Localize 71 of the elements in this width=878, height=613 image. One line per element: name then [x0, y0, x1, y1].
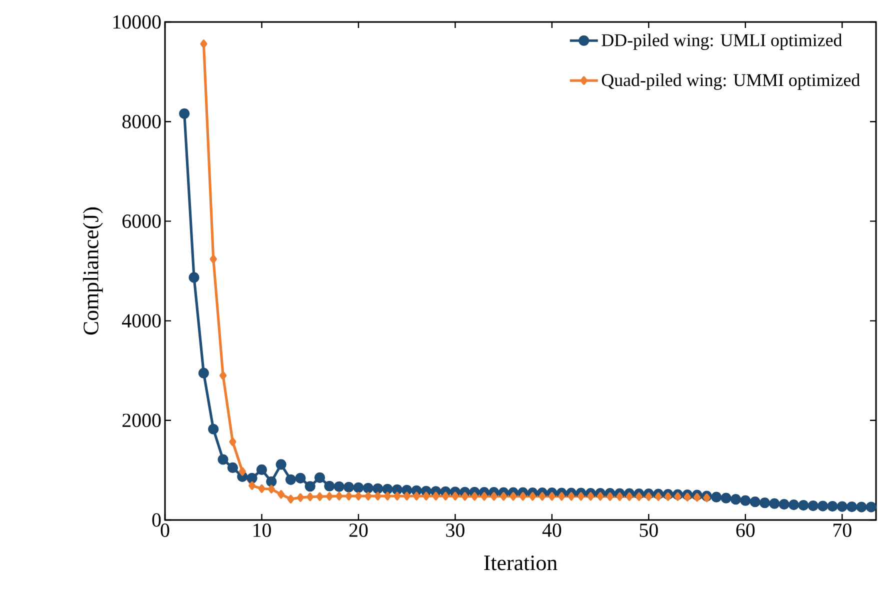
point — [471, 492, 478, 501]
point — [432, 492, 440, 500]
y-tick-label: 4000 — [122, 314, 161, 328]
x-tick-label: 60 — [736, 524, 755, 537]
point — [596, 492, 604, 501]
point — [403, 492, 410, 500]
x-tick-label: 30 — [446, 524, 464, 537]
point — [645, 492, 652, 501]
point — [412, 492, 420, 500]
point — [394, 492, 401, 500]
legend-label: Quad-piled wing: UMMI optimized — [602, 74, 860, 90]
point — [587, 492, 594, 501]
point — [287, 494, 294, 504]
point — [219, 371, 227, 380]
point — [461, 492, 468, 501]
point — [268, 484, 275, 494]
point — [548, 492, 556, 501]
point — [210, 254, 217, 264]
point — [674, 492, 682, 501]
point — [654, 492, 662, 501]
point — [248, 481, 256, 490]
point — [519, 492, 526, 501]
point — [490, 492, 498, 501]
y-tick-label: 10000 — [113, 15, 161, 29]
point — [345, 492, 352, 500]
point — [316, 492, 324, 501]
point — [529, 492, 536, 501]
point — [568, 492, 575, 501]
y-tick-label: 6000 — [122, 214, 161, 228]
point — [374, 492, 382, 500]
x-tick-label: 40 — [542, 524, 562, 537]
y-tick-label: 2000 — [122, 414, 161, 428]
point — [384, 492, 392, 500]
point — [238, 467, 246, 476]
point — [694, 493, 701, 502]
point — [538, 492, 546, 501]
point — [364, 492, 372, 500]
x-axis-title: Iteration — [484, 556, 558, 570]
point — [200, 40, 208, 48]
x-tick-label: 0 — [160, 524, 170, 537]
point — [684, 492, 691, 502]
point — [278, 490, 285, 499]
point — [664, 492, 672, 501]
point — [229, 438, 236, 446]
point — [703, 494, 710, 502]
point — [616, 492, 624, 501]
point — [422, 492, 430, 500]
point — [606, 492, 614, 501]
point — [258, 484, 266, 493]
x-tick-label: 20 — [349, 524, 368, 537]
y-axis-title: Compliance(J) — [82, 207, 103, 335]
y-tick-label: 8000 — [122, 114, 161, 128]
x-tick-label: 70 — [834, 524, 852, 537]
x-tick-label: 50 — [640, 524, 658, 537]
legend-label: DD-piled wing: UMLI optimized — [602, 34, 842, 50]
point — [306, 492, 314, 502]
point — [480, 492, 488, 501]
point — [442, 492, 450, 500]
point — [626, 492, 633, 501]
point — [336, 492, 343, 500]
point — [354, 492, 362, 500]
point — [500, 492, 508, 501]
point — [452, 492, 459, 500]
x-tick-label: 10 — [254, 524, 271, 537]
point — [558, 492, 566, 501]
point — [296, 493, 304, 502]
point — [577, 492, 585, 501]
point — [326, 492, 334, 501]
y-tick-label: 0 — [152, 513, 161, 527]
point — [635, 492, 643, 501]
point — [510, 492, 517, 501]
